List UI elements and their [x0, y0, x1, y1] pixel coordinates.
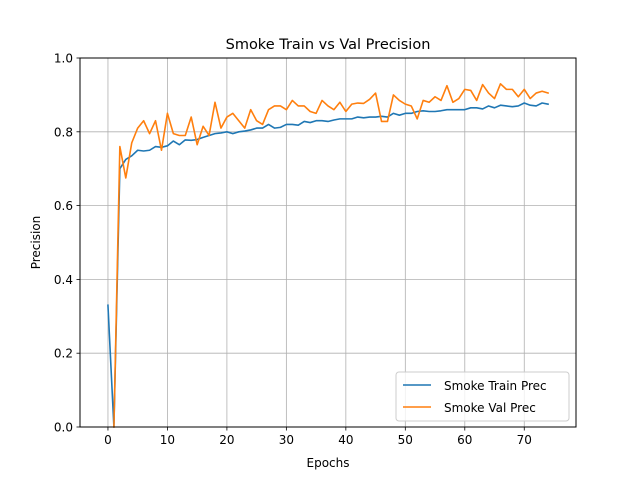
legend: Smoke Train Prec Smoke Val Prec	[395, 371, 570, 422]
x-axis-label: Epochs	[307, 456, 350, 470]
legend-box	[395, 371, 570, 422]
axis-ticks: 0 10 20 30 40 50 60 70 0.0 0.2 0.4 0.6 0.8 1.0	[54, 52, 532, 448]
legend-label-train: Smoke Train Prec	[444, 379, 547, 393]
chart-title: Smoke Train vs Val Precision	[226, 37, 431, 53]
plot-frame	[79, 57, 577, 428]
legend-label-val: Smoke Val Prec	[444, 401, 536, 415]
y-tick-label: 0.6	[54, 199, 73, 213]
x-tick-label: 50	[398, 433, 413, 447]
y-tick-label: 1.0	[54, 52, 73, 66]
y-tick-label: 0.2	[54, 347, 73, 361]
series-layer	[107, 83, 550, 428]
series-line-train	[107, 102, 549, 428]
x-tick-label: 0	[104, 433, 112, 447]
y-tick-label: 0.8	[54, 125, 73, 139]
x-tick-label: 10	[160, 433, 175, 447]
y-axis-label: Precision	[29, 216, 43, 270]
series-line-val	[113, 83, 550, 428]
y-tick-label: 0.0	[54, 421, 73, 435]
x-tick-label: 30	[279, 433, 294, 447]
x-tick-label: 70	[517, 433, 532, 447]
y-tick-label: 0.4	[54, 273, 73, 287]
x-tick-label: 60	[457, 433, 472, 447]
x-tick-label: 20	[219, 433, 234, 447]
x-tick-label: 40	[338, 433, 353, 447]
